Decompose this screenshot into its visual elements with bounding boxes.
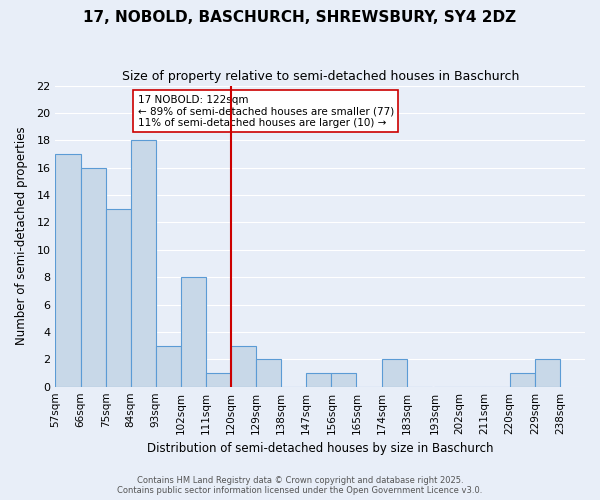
Bar (535, 360, 560, 386)
Text: 17 NOBOLD: 122sqm
← 89% of semi-detached houses are smaller (77)
11% of semi-det: 17 NOBOLD: 122sqm ← 89% of semi-detached… (137, 94, 394, 128)
Title: Size of property relative to semi-detached houses in Baschurch: Size of property relative to semi-detach… (122, 70, 519, 83)
Bar (231, 346, 256, 387)
Bar (256, 360, 281, 386)
Text: Contains HM Land Registry data © Crown copyright and database right 2025.
Contai: Contains HM Land Registry data © Crown c… (118, 476, 482, 495)
Bar (80, 168, 106, 386)
Text: 17, NOBOLD, BASCHURCH, SHREWSBURY, SY4 2DZ: 17, NOBOLD, BASCHURCH, SHREWSBURY, SY4 2… (83, 10, 517, 25)
Bar (331, 373, 356, 386)
Bar (181, 277, 206, 386)
Bar (55, 154, 80, 386)
Bar (156, 346, 181, 387)
Bar (106, 208, 131, 386)
X-axis label: Distribution of semi-detached houses by size in Baschurch: Distribution of semi-detached houses by … (147, 442, 493, 455)
Bar (382, 360, 407, 386)
Bar (131, 140, 156, 386)
Bar (510, 373, 535, 386)
Bar (206, 373, 231, 386)
Y-axis label: Number of semi-detached properties: Number of semi-detached properties (15, 127, 28, 346)
Bar (306, 373, 331, 386)
